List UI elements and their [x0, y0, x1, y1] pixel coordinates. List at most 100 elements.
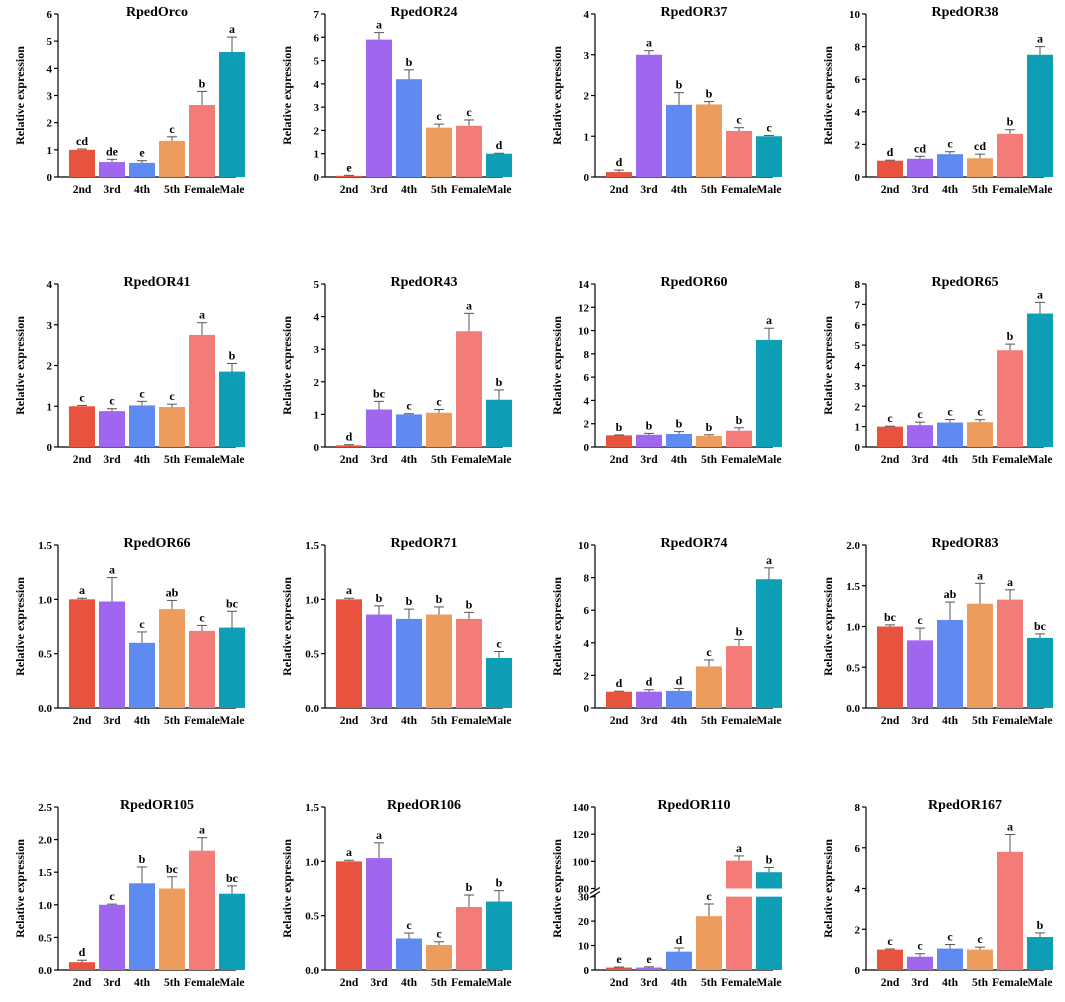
bar-4th: [937, 154, 963, 177]
x-tick-label: 3rd: [103, 977, 121, 989]
x-tick-label: 5th: [701, 715, 718, 727]
bar-male: [219, 371, 245, 447]
bar-3rd: [366, 409, 392, 447]
y-tick-label: 1.0: [38, 900, 52, 912]
chart-title: RpedOR65: [932, 275, 999, 290]
significance-label: b: [496, 876, 503, 890]
bar-5th: [159, 609, 185, 708]
x-tick-label: Female: [992, 977, 1028, 989]
significance-label: b: [736, 625, 743, 639]
x-tick-label: 4th: [401, 184, 418, 196]
x-tick-label: 2nd: [73, 715, 92, 727]
x-tick-label: Female: [451, 715, 487, 727]
chart-title: RpedOR167: [928, 798, 1002, 813]
chart-panel-rpedor83: RpedOR83 Relative expression 0.0 0.5 1.0 1.5 2…: [821, 536, 1053, 727]
significance-label: a: [1037, 287, 1043, 301]
significance-label: a: [79, 583, 85, 597]
significance-label: b: [229, 348, 236, 362]
x-tick-label: 3rd: [911, 715, 929, 727]
x-tick-label: 2nd: [881, 454, 900, 466]
bar-male: [219, 627, 245, 708]
significance-label: b: [676, 78, 683, 92]
y-tick-label: 3: [855, 381, 861, 393]
x-tick-label: 4th: [134, 454, 151, 466]
y-tick-label: 8: [584, 573, 590, 585]
y-tick-label: 8: [584, 349, 590, 361]
y-tick-label: 2: [855, 139, 861, 151]
x-tick-label: Male: [220, 184, 245, 196]
y-tick-label: 2.0: [38, 835, 52, 847]
significance-label: c: [466, 105, 472, 119]
y-tick-label: 10: [578, 326, 590, 338]
y-axis-label: Relative expression: [550, 316, 564, 415]
significance-label: d: [676, 933, 683, 947]
bar-4th: [129, 162, 155, 177]
significance-label: a: [466, 298, 472, 312]
x-tick-label: 4th: [134, 977, 151, 989]
y-tick-label: 8: [855, 42, 861, 54]
x-tick-label: Male: [220, 454, 245, 466]
significance-label: d: [676, 673, 683, 687]
bar-4th: [937, 948, 963, 970]
bar-3rd: [99, 601, 125, 708]
significance-label: a: [376, 18, 382, 32]
x-tick-label: Male: [487, 715, 512, 727]
y-tick-label: 1: [855, 422, 861, 434]
x-tick-label: 2nd: [881, 715, 900, 727]
x-tick-label: 5th: [431, 184, 448, 196]
significance-label: a: [199, 823, 205, 837]
chart-panel-rpedor65: RpedOR65 Relative expression 0 1 2 3 4 5 6 7 8 c 2nd…: [821, 275, 1053, 466]
y-axis-label: Relative expression: [550, 46, 564, 145]
y-axis-label: Relative expression: [550, 577, 564, 676]
x-tick-label: 2nd: [73, 977, 92, 989]
y-tick-label: 2: [47, 118, 53, 130]
significance-label: bc: [166, 862, 179, 876]
bar-3rd: [99, 411, 125, 447]
significance-label: e: [616, 952, 622, 966]
bar-2nd: [606, 691, 632, 708]
bar-2nd: [336, 861, 362, 970]
x-tick-label: 4th: [671, 454, 688, 466]
bar-male: [219, 52, 245, 177]
y-tick-label: 30: [578, 892, 590, 904]
chart-panel-rpedor106: RpedOR106 Relative expression 0.0 0.5 1.0 1.5…: [280, 798, 512, 989]
significance-label: a: [199, 308, 205, 322]
bar-male: [486, 658, 512, 708]
bar-5th: [426, 127, 452, 177]
y-tick-label: 4: [314, 79, 320, 91]
bar-2nd: [606, 172, 632, 177]
y-tick-label: 0: [584, 442, 590, 454]
x-tick-label: 4th: [401, 454, 418, 466]
bar-male: [486, 399, 512, 447]
bar-2nd: [877, 426, 903, 447]
significance-label: b: [736, 413, 743, 427]
y-tick-label: 14: [578, 279, 590, 291]
bar-4th: [396, 414, 422, 447]
significance-label: c: [436, 395, 442, 409]
y-tick-label: 0: [584, 965, 590, 977]
significance-label: c: [917, 939, 923, 953]
x-tick-label: Male: [220, 715, 245, 727]
x-tick-label: 5th: [164, 184, 181, 196]
significance-label: c: [706, 889, 712, 903]
x-tick-label: 3rd: [911, 977, 929, 989]
y-tick-label: 100: [573, 856, 590, 868]
x-tick-label: 2nd: [340, 454, 359, 466]
y-tick-label: 0.5: [38, 932, 52, 944]
significance-label: c: [736, 113, 742, 127]
bar-4th: [396, 938, 422, 970]
y-tick-label: 0: [47, 442, 53, 454]
y-axis-label: Relative expression: [13, 577, 27, 676]
x-tick-label: 5th: [164, 977, 181, 989]
x-tick-label: 3rd: [370, 977, 388, 989]
x-tick-label: 2nd: [340, 977, 359, 989]
x-tick-label: Male: [487, 184, 512, 196]
y-tick-label: 3: [314, 102, 320, 114]
y-tick-label: 2: [584, 419, 590, 431]
bar-4th: [666, 951, 692, 970]
x-tick-label: 2nd: [881, 184, 900, 196]
y-tick-label: 2: [584, 670, 590, 682]
y-tick-label: 1.0: [305, 856, 319, 868]
x-tick-label: Male: [757, 715, 782, 727]
significance-label: cd: [76, 134, 88, 148]
